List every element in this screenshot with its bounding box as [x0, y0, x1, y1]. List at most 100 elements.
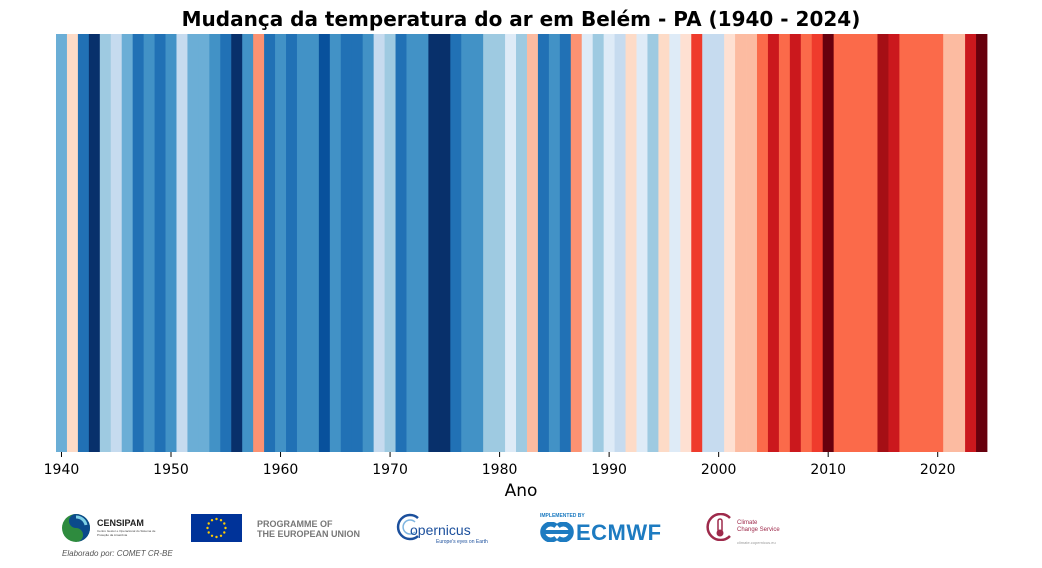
- censipam-emblem-icon: [62, 514, 90, 542]
- stripe-2019: [921, 34, 933, 452]
- eu-star: [207, 522, 210, 525]
- x-tick-label-2010: 2010: [810, 462, 846, 478]
- stripe-2001: [724, 34, 736, 452]
- stripe-1970: [384, 34, 396, 452]
- stripe-1962: [296, 34, 309, 452]
- stripe-1961: [286, 34, 298, 452]
- stripe-1999: [702, 34, 714, 452]
- stripe-1956: [231, 34, 243, 452]
- stripe-2006: [778, 34, 791, 452]
- stripe-2014: [866, 34, 878, 452]
- stripe-1986: [559, 34, 572, 452]
- stripe-1972: [406, 34, 418, 452]
- eu-programme-text: PROGRAMME OF THE EUROPEAN UNION: [257, 519, 360, 539]
- x-tick-label-2000: 2000: [701, 462, 737, 478]
- stripe-1968: [362, 34, 375, 452]
- stripe-1985: [548, 34, 561, 452]
- stripe-2024: [976, 34, 988, 452]
- stripe-1997: [680, 34, 692, 452]
- stripe-1991: [614, 34, 626, 452]
- censipam-name: CENSIPAM: [97, 518, 144, 528]
- censipam-logo: CENSIPAM Centro Gestor e Operacional do …: [60, 513, 155, 545]
- stripe-1946: [121, 34, 134, 452]
- eu-flag-icon: [191, 514, 242, 542]
- x-tick-label-1950: 1950: [153, 462, 189, 478]
- ecmwf-logo: IMPLEMENTED BY ECMWF: [540, 513, 680, 545]
- copernicus-tagline: Europe's eyes on Earth: [436, 539, 488, 545]
- x-tick-label-1970: 1970: [372, 462, 408, 478]
- stripe-1950: [165, 34, 177, 452]
- stripe-1951: [176, 34, 188, 452]
- stripe-1954: [209, 34, 221, 452]
- stripe-1952: [187, 34, 199, 452]
- stripe-1967: [351, 34, 364, 452]
- stripe-1975: [439, 34, 451, 452]
- stripe-2000: [713, 34, 725, 452]
- stripe-2003: [746, 34, 758, 452]
- stripe-2017: [899, 34, 911, 452]
- stripe-2015: [877, 34, 889, 452]
- ecmwf-symbol-icon: [540, 522, 574, 542]
- stripe-1974: [428, 34, 440, 452]
- stripe-2004: [756, 34, 769, 452]
- eu-star: [215, 517, 218, 521]
- stripe-2018: [910, 34, 922, 452]
- stripe-1966: [340, 34, 353, 452]
- stripe-1984: [537, 34, 550, 452]
- stripe-2023: [965, 34, 977, 452]
- chart-title: Mudança da temperatura do ar em Belém - …: [181, 7, 861, 31]
- copernicus-c-icon: [396, 513, 419, 541]
- stripe-1947: [132, 34, 145, 452]
- stripe-1992: [625, 34, 637, 452]
- stripe-1940: [56, 34, 68, 452]
- c3s-thermometer-icon: [706, 513, 731, 541]
- stripe-1995: [658, 34, 670, 452]
- stripe-1949: [154, 34, 166, 452]
- censipam-subtitle: Centro Gestor e Operacional do Sistema d…: [97, 529, 156, 537]
- stripe-2005: [767, 34, 780, 452]
- stripe-1989: [592, 34, 605, 452]
- stripe-1971: [395, 34, 407, 452]
- stripe-2022: [954, 34, 966, 452]
- stripe-1958: [253, 34, 265, 452]
- stripe-2021: [943, 34, 955, 452]
- c3s-line2: Change Service: [737, 527, 780, 533]
- stripe-1987: [570, 34, 583, 452]
- stripe-1981: [505, 34, 517, 452]
- stripe-1977: [461, 34, 473, 452]
- eu-star: [223, 522, 226, 525]
- credit-text: Elaborado por: COMET CR-BE: [62, 549, 173, 558]
- stripe-1944: [99, 34, 112, 452]
- stripe-1998: [691, 34, 703, 452]
- stripe-2020: [932, 34, 944, 452]
- eu-star: [219, 519, 223, 522]
- stripe-2011: [833, 34, 846, 452]
- stripe-1980: [494, 34, 506, 452]
- x-tick-label-2020: 2020: [920, 462, 956, 478]
- stripe-1993: [636, 34, 648, 452]
- stripe-1973: [417, 34, 429, 452]
- x-axis-label: Ano: [504, 481, 538, 501]
- x-axis: 1940 1950 1960 1970 1980 1990 2000 2010 2020: [44, 452, 956, 478]
- c3s-url: climate.copernicus.eu: [737, 540, 776, 545]
- stripe-1945: [110, 34, 123, 452]
- stripe-2012: [844, 34, 856, 452]
- eu-star: [219, 534, 223, 537]
- stripe-1982: [516, 34, 528, 452]
- warming-stripes-chart: 1940 1950 1960 1970 1980 1990 2000 2010 2020: [44, 34, 988, 478]
- eu-star: [207, 531, 210, 534]
- stripe-1979: [483, 34, 495, 452]
- stripe-1959: [264, 34, 276, 452]
- stripe-1983: [526, 34, 539, 452]
- copernicus-name: opernicus: [410, 522, 471, 538]
- eu-stars: [206, 517, 227, 539]
- stripe-2008: [800, 34, 813, 452]
- x-tick-label-1940: 1940: [44, 462, 80, 478]
- stripe-2009: [811, 34, 824, 452]
- eu-star: [224, 526, 227, 530]
- x-tick-label-1980: 1980: [482, 462, 518, 478]
- eu-star: [223, 531, 226, 534]
- stripe-1941: [66, 34, 79, 452]
- stripe-1955: [220, 34, 232, 452]
- stripe-1943: [88, 34, 101, 452]
